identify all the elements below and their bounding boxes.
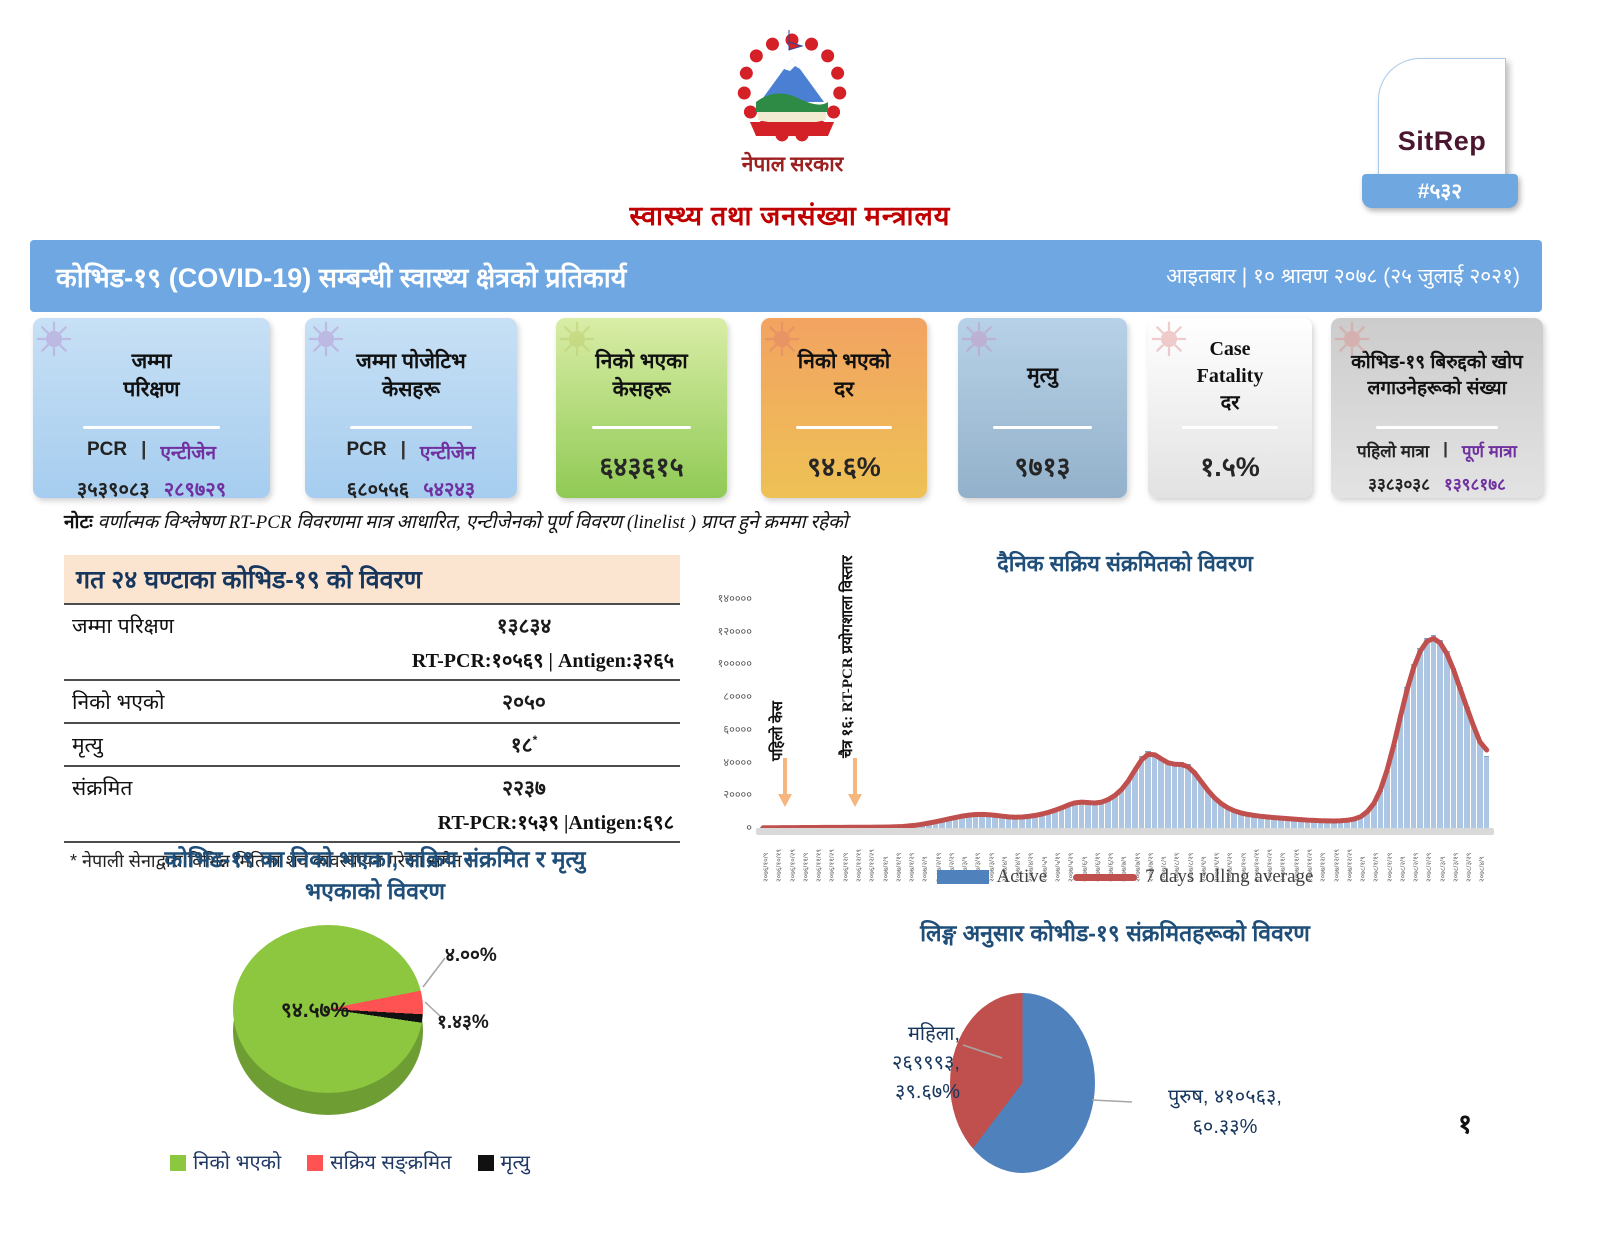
- annotation-arrow: [848, 758, 862, 807]
- stat-card-recovered: निको भएका केसहरू ६४३६१५: [556, 318, 727, 498]
- card-value: १.५%: [1200, 452, 1260, 482]
- y-tick: ६००००: [723, 723, 752, 736]
- y-tick: २००००: [723, 789, 752, 802]
- gender-pie: [950, 993, 1095, 1173]
- stat-card-vaccinated: कोभिड-१९ बिरुद्दको खोप लगाउनेहरूको संख्या…: [1331, 318, 1543, 498]
- y-tick: ०: [746, 821, 752, 834]
- active-bar: [1430, 634, 1437, 828]
- card-value: ६४३६१५: [599, 452, 684, 482]
- legend-item-rolling: 7 days rolling average: [1073, 866, 1313, 888]
- legend-item-active: Active: [936, 866, 1047, 888]
- divider: [349, 426, 473, 429]
- sitrep-badge: SitRep: [1378, 58, 1506, 176]
- rolling-swatch: [1073, 873, 1138, 881]
- annotation-first-case: पहिलो केस: [770, 701, 786, 761]
- virus-icon: [961, 321, 997, 357]
- sitrep-label: SitRep: [1397, 126, 1487, 156]
- card-values: ३३८३०३८ १३९८१७८: [1368, 475, 1506, 494]
- table-row: संक्रमित २२३७: [64, 765, 680, 808]
- legend-active: सक्रिय सङ्क्रमित: [307, 1148, 452, 1175]
- gender-pie-title: लिङ्ग अनुसार कोभीड-१९ संक्रमितहरूको विवर…: [920, 920, 1310, 946]
- page-number: १: [1458, 1109, 1473, 1139]
- active-bar: [1483, 756, 1490, 828]
- card-sublabels: पहिलो मात्रा | पूर्ण मात्रा: [1357, 439, 1517, 461]
- y-tick: १०००००: [717, 658, 752, 671]
- report-title: कोभिड-१९ (COVID-19) सम्बन्धी स्वास्थ्य क…: [56, 262, 627, 293]
- sitrep-number: #५३२: [1362, 174, 1518, 208]
- table-subrow: RT-PCR:१५३९ |Antigen:६९८: [437, 812, 674, 834]
- active-cases-bars: [760, 598, 1490, 828]
- report-banner: कोभिड-१९ (COVID-19) सम्बन्धी स्वास्थ्य क…: [30, 240, 1542, 312]
- table-footnote: * नेपाली सेनाद्वारा विभिन्न मितिमा शव व्…: [64, 841, 680, 877]
- bar-chart-legend: Active 7 days rolling average: [760, 866, 1490, 888]
- divider: [795, 426, 893, 429]
- card-title: Case Fatality दर: [1196, 337, 1264, 414]
- stat-card-deaths: मृत्यु ९७१३: [958, 318, 1127, 498]
- active-bar: [1145, 750, 1151, 828]
- stat-card-case-fatality-rate: Case Fatality दर १.५%: [1148, 318, 1312, 498]
- ministry-title: स्वास्थ्य तथा जनसंख्या मन्त्रालय: [629, 201, 951, 231]
- active-percent-label: ४.००%: [445, 945, 497, 966]
- nepal-government-emblem: [737, 30, 847, 142]
- card-value: ९७१३: [1014, 452, 1071, 482]
- card-sublabels: PCR | एन्टीजेन: [346, 439, 476, 464]
- card-title: जम्मा परिक्षण: [123, 349, 180, 401]
- y-axis-labels: १४०००० १२०००० १००००० ८०००० ६०००० ४०००० २०००० ०: [690, 591, 752, 835]
- rolling-average-line: [760, 636, 1490, 828]
- outcome-pie-title: कोभिड-१९ का निको भएका, सक्रिय संक्रमित र…: [164, 846, 586, 905]
- divider: [591, 426, 692, 429]
- annotation-lab-expansion: चैत्र १६: RT-PCR प्रयोगशाला विस्तार: [840, 555, 856, 759]
- male-label: पुरुष, ४१०५६३, ६०.३३%: [1168, 1086, 1282, 1138]
- report-date: आइतबार | १० श्रावण २०७८ (२५ जुलाई २०२१): [1166, 265, 1520, 288]
- virus-icon: [1334, 321, 1370, 357]
- table-row: जम्मा परिक्षण १३८३४: [64, 603, 680, 646]
- outcome-pie: [233, 925, 423, 1093]
- card-title: निको भएको दर: [797, 349, 891, 401]
- divider: [993, 426, 1092, 429]
- virus-icon: [559, 321, 595, 357]
- virus-icon: [764, 321, 800, 357]
- card-sublabels: PCR | एन्टीजेन: [86, 439, 217, 464]
- female-label: महिला, २६९९९३, ३९.६७%: [892, 1023, 960, 1103]
- card-title: मृत्यु: [1027, 363, 1058, 387]
- table-row: मृत्यु १८*: [64, 722, 680, 765]
- y-tick: ८००००: [723, 691, 752, 704]
- virus-icon: [308, 321, 344, 357]
- virus-icon: [1151, 321, 1187, 357]
- active-bar: [1424, 638, 1430, 828]
- active-cases-chart-title: दैनिक सक्रिय संक्रमितको विवरण: [997, 551, 1253, 576]
- last-24h-table: गत २४ घण्टाका कोभिड-१९ को विवरण जम्मा पर…: [64, 555, 680, 877]
- footnote-note: नोटः वर्णात्मक विश्लेषण RT-PCR विवरणमा म…: [64, 512, 848, 533]
- recovered-percent-label: ९४.५७%: [280, 999, 350, 1022]
- card-title: कोभिड-१९ बिरुद्दको खोप लगाउनेहरूको संख्या: [1351, 352, 1523, 399]
- card-value: ९४.६%: [807, 452, 881, 482]
- card-values: ६८०५५६ ५४२४३: [346, 479, 476, 501]
- divider: [1375, 426, 1499, 429]
- government-label: नेपाल सरकार: [741, 152, 844, 176]
- legend-recovered: निको भएको: [170, 1148, 281, 1175]
- divider: [82, 426, 221, 429]
- x-axis-baseline: [756, 828, 1494, 835]
- table-title: गत २४ घण्टाका कोभिड-१९ को विवरण: [64, 555, 680, 603]
- card-title: निको भएका केसहरू: [595, 349, 688, 401]
- card-title: जम्मा पोजेटिभ केसहरू: [356, 349, 466, 401]
- divider: [1182, 426, 1278, 429]
- legend-deaths: मृत्यु: [477, 1148, 530, 1175]
- active-swatch: [936, 870, 989, 884]
- virus-icon: [36, 321, 72, 357]
- card-values: ३५३९०८३ २८९७२९: [76, 479, 227, 501]
- stat-card-total-tests: जम्मा परिक्षण PCR | एन्टीजेन ३५३९०८३ २८९७२९: [33, 318, 270, 501]
- table-subrow: RT-PCR:१०५६९ | Antigen:३२६५: [411, 650, 674, 672]
- annotation-arrow: [778, 758, 792, 807]
- stat-card-recovery-rate: निको भएको दर ९४.६%: [761, 318, 927, 498]
- outcome-pie-legend: निको भएको सक्रिय सङ्क्रमित मृत्यु: [70, 1148, 630, 1175]
- y-tick: १४००००: [717, 593, 752, 605]
- y-tick: १२००००: [717, 625, 752, 638]
- stat-card-total-positive: जम्मा पोजेटिभ केसहरू PCR | एन्टीजेन ६८०५५६ ५…: [305, 318, 517, 501]
- deaths-percent-label: १.४३%: [437, 1012, 489, 1033]
- table-row: निको भएको २०५०: [64, 679, 680, 722]
- y-tick: ४००००: [723, 756, 752, 769]
